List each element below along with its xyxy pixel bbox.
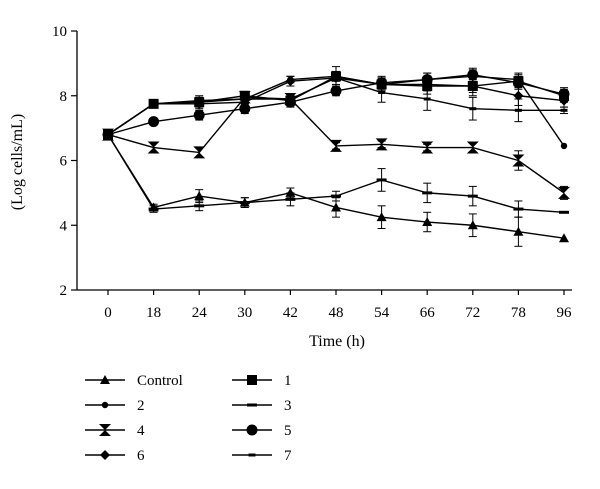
y-tick-label: 4 — [60, 218, 68, 234]
series-4 — [102, 91, 570, 200]
hourglass-square-marker — [330, 139, 342, 152]
series-7 — [104, 66, 568, 140]
legend-label: 6 — [137, 448, 145, 464]
dash-marker — [148, 207, 159, 211]
legend: Control 1 2 3 4 5 6 7 — [85, 373, 292, 464]
small-dash-marker — [514, 108, 522, 112]
small-dash-marker — [423, 97, 431, 101]
x-tick-label: 48 — [329, 305, 344, 321]
circle-marker — [239, 103, 251, 115]
small-dash-marker — [469, 107, 477, 111]
hourglass-square-marker — [421, 141, 434, 154]
x-axis-ticks: 0 18 24 30 42 48 54 66 72 78 96 — [104, 290, 572, 321]
hourglass-square-marker — [147, 141, 160, 154]
y-axis-ticks: 2 4 6 8 10 — [52, 24, 77, 299]
dash-marker — [194, 204, 205, 208]
x-tick-label: 96 — [557, 305, 573, 321]
legend-label: 2 — [137, 398, 145, 414]
circle-marker — [330, 85, 342, 97]
small-dash-marker — [104, 133, 112, 137]
chart-axes — [76, 31, 572, 291]
dash-marker — [513, 207, 524, 211]
legend-label: 3 — [284, 398, 292, 414]
small-dash-marker — [241, 97, 249, 101]
y-tick-label: 8 — [60, 89, 68, 105]
x-tick-label: 42 — [283, 305, 298, 321]
triangle-marker — [376, 212, 387, 222]
small-dash-marker — [378, 91, 386, 95]
small-circle-marker — [560, 142, 568, 150]
hourglass-square-marker — [99, 424, 111, 436]
legend-label: 4 — [137, 423, 145, 439]
small-dash-marker — [286, 97, 294, 101]
x-tick-label: 66 — [420, 305, 436, 321]
triangle-marker — [422, 217, 433, 227]
x-tick-label: 72 — [465, 305, 480, 321]
small-dash-marker — [332, 76, 340, 80]
y-axis-title: (Log cells/mL) — [9, 114, 26, 210]
triangle-marker — [559, 233, 569, 243]
x-tick-label: 18 — [146, 305, 161, 321]
hourglass-square-marker — [512, 154, 525, 167]
dash-marker — [467, 194, 478, 198]
legend-item: 5 — [232, 423, 292, 439]
circle-marker — [467, 69, 479, 81]
small-dash-marker — [150, 102, 158, 106]
legend-item: 1 — [232, 373, 292, 389]
dash-marker — [376, 178, 387, 182]
legend-label: 1 — [284, 373, 292, 389]
dash-marker — [559, 210, 569, 214]
legend-label: 5 — [284, 423, 292, 439]
legend-label: Control — [137, 373, 183, 389]
dash-marker — [331, 194, 341, 198]
x-axis-title: Time (h) — [309, 333, 365, 350]
diamond-marker — [513, 90, 524, 101]
y-tick-label: 6 — [60, 154, 68, 170]
small-circle-marker — [101, 401, 109, 409]
legend-label: 7 — [284, 448, 292, 464]
legend-item: 6 — [85, 448, 145, 464]
diamond-marker — [285, 76, 296, 87]
circle-marker — [246, 424, 258, 436]
hourglass-square-marker — [375, 138, 388, 151]
x-tick-label: 78 — [511, 305, 526, 321]
x-tick-label: 54 — [374, 305, 390, 321]
legend-item: 4 — [85, 423, 145, 439]
y-tick-label: 10 — [52, 24, 67, 40]
hourglass-square-marker — [466, 141, 479, 154]
diamond-marker — [422, 79, 433, 90]
legend-item: 7 — [232, 448, 292, 464]
square-marker — [247, 375, 257, 385]
diamond-marker — [467, 81, 478, 92]
hourglass-square-marker — [558, 186, 570, 199]
x-tick-label: 24 — [192, 305, 208, 321]
small-dash-marker — [248, 453, 256, 457]
triangle-marker — [331, 202, 341, 212]
small-dash-marker — [195, 99, 203, 103]
triangle-marker — [513, 226, 524, 236]
small-dash-marker — [560, 108, 568, 112]
legend-item: Control — [85, 373, 183, 389]
hourglass-square-marker — [193, 146, 206, 159]
circle-marker — [193, 109, 205, 121]
y-tick-label: 2 — [60, 283, 68, 299]
circle-marker — [148, 116, 160, 128]
dash-marker — [239, 201, 250, 205]
legend-item: 2 — [85, 398, 145, 414]
dash-marker — [422, 191, 433, 195]
diamond-marker — [559, 95, 569, 106]
legend-item: 3 — [232, 398, 292, 414]
x-tick-label: 30 — [237, 305, 252, 321]
triangle-marker — [467, 220, 478, 230]
x-tick-label: 0 — [104, 305, 112, 321]
plot-area — [102, 66, 570, 247]
dash-marker — [285, 197, 296, 201]
triangle-marker — [194, 191, 205, 201]
dash-marker — [247, 403, 257, 407]
triangle-marker — [100, 375, 110, 384]
diamond-marker — [100, 450, 110, 460]
